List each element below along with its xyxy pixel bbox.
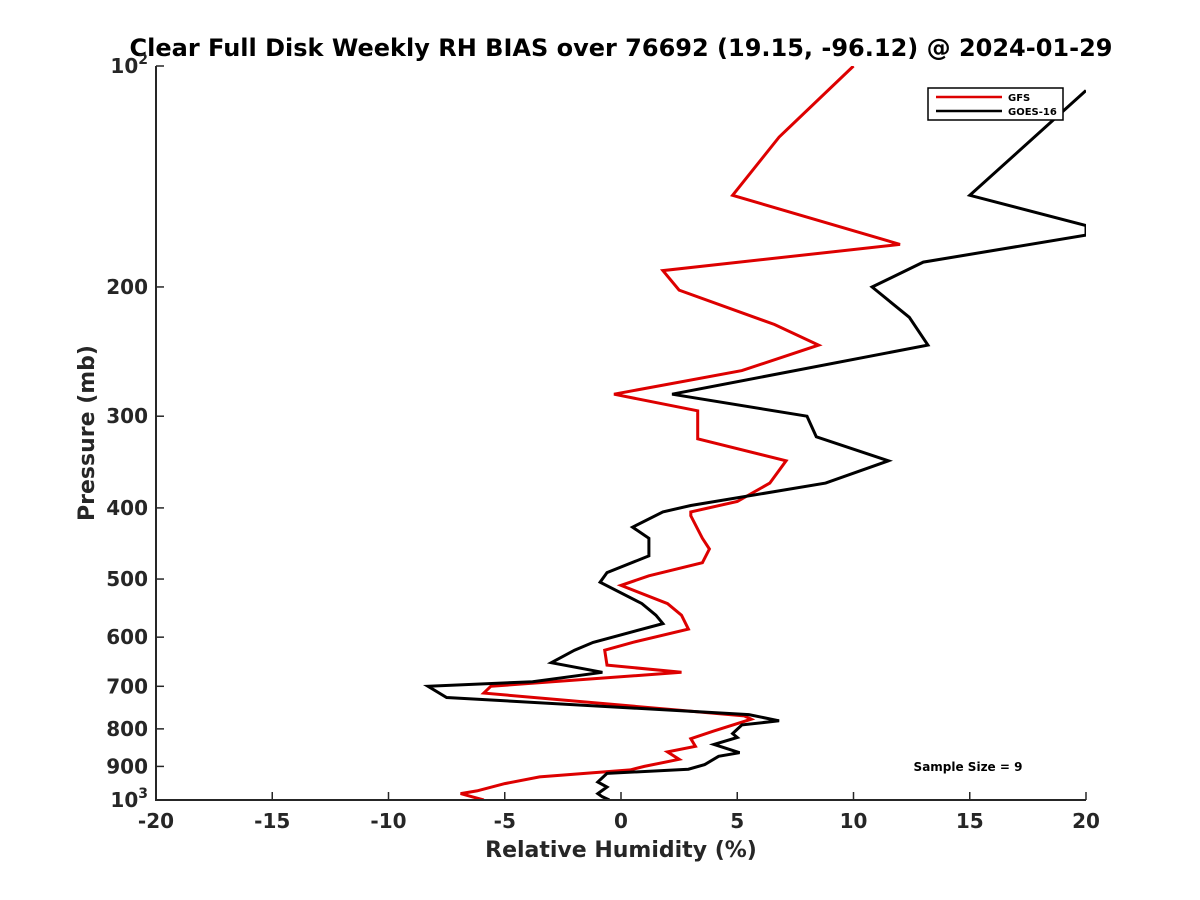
y-tick-base: 10 (110, 788, 138, 812)
y-tick-exponent: 3 (138, 786, 148, 802)
legend-label-goes16: GOES-16 (1008, 107, 1057, 118)
chart-title: Clear Full Disk Weekly RH BIAS over 7669… (130, 34, 1113, 62)
series-line-gfs (460, 66, 901, 800)
y-tick-label: 500 (106, 567, 148, 591)
plot-area (422, 66, 1086, 800)
y-tick-label: 700 (106, 674, 148, 698)
y-tick-label: 103 (110, 786, 148, 812)
x-tick-label: -5 (494, 809, 516, 833)
y-tick-label: 800 (106, 717, 148, 741)
y-tick-label: 200 (106, 275, 148, 299)
x-axis-label: Relative Humidity (%) (485, 838, 757, 863)
x-tick-label: 15 (956, 809, 984, 833)
y-tick-base: 10 (110, 54, 138, 78)
y-tick-label: 400 (106, 496, 148, 520)
series-line-goes16 (422, 89, 1086, 800)
x-tick-label: 0 (614, 809, 628, 833)
x-tick-label: -20 (138, 809, 174, 833)
legend-box (927, 87, 1064, 121)
x-tick-label: 20 (1072, 809, 1100, 833)
legend-label-gfs: GFS (1008, 93, 1030, 104)
y-axis-label: Pressure (mb) (75, 345, 100, 521)
x-tick-label: -10 (370, 809, 406, 833)
y-tick-label: 900 (106, 754, 148, 778)
y-tick-label: 300 (106, 404, 148, 428)
x-tick-label: 10 (840, 809, 868, 833)
axis-ticks: -20 -15 -10 -5 0 5 10 15 20102200300400500600700… (106, 52, 1100, 833)
x-tick-label: 5 (730, 809, 744, 833)
axes-frame (155, 66, 1086, 801)
sample-size-annotation: Sample Size = 9 (914, 760, 1023, 774)
y-tick-exponent: 2 (138, 52, 148, 68)
legend: GFS GOES-16 (927, 87, 1064, 121)
x-tick-label: -15 (254, 809, 290, 833)
y-tick-label: 102 (110, 52, 148, 78)
y-tick-label: 600 (106, 625, 148, 649)
